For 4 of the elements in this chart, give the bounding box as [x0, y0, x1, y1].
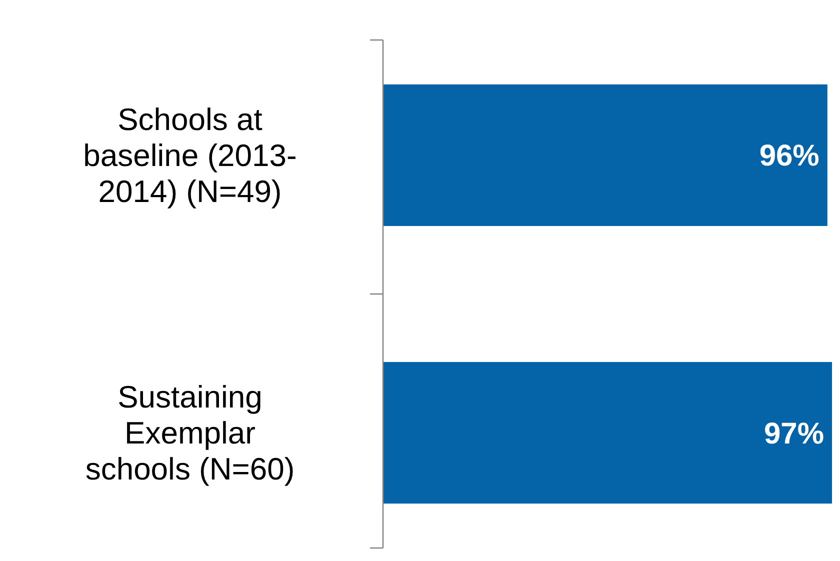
y-tick-label: Sustaining Exemplar schools (N=60) — [85, 380, 295, 487]
data-label: 96% — [759, 140, 820, 173]
data-label: 97% — [764, 417, 824, 450]
y-tick-label: Schools at baseline (2013-2014) (N=49) — [83, 102, 297, 210]
